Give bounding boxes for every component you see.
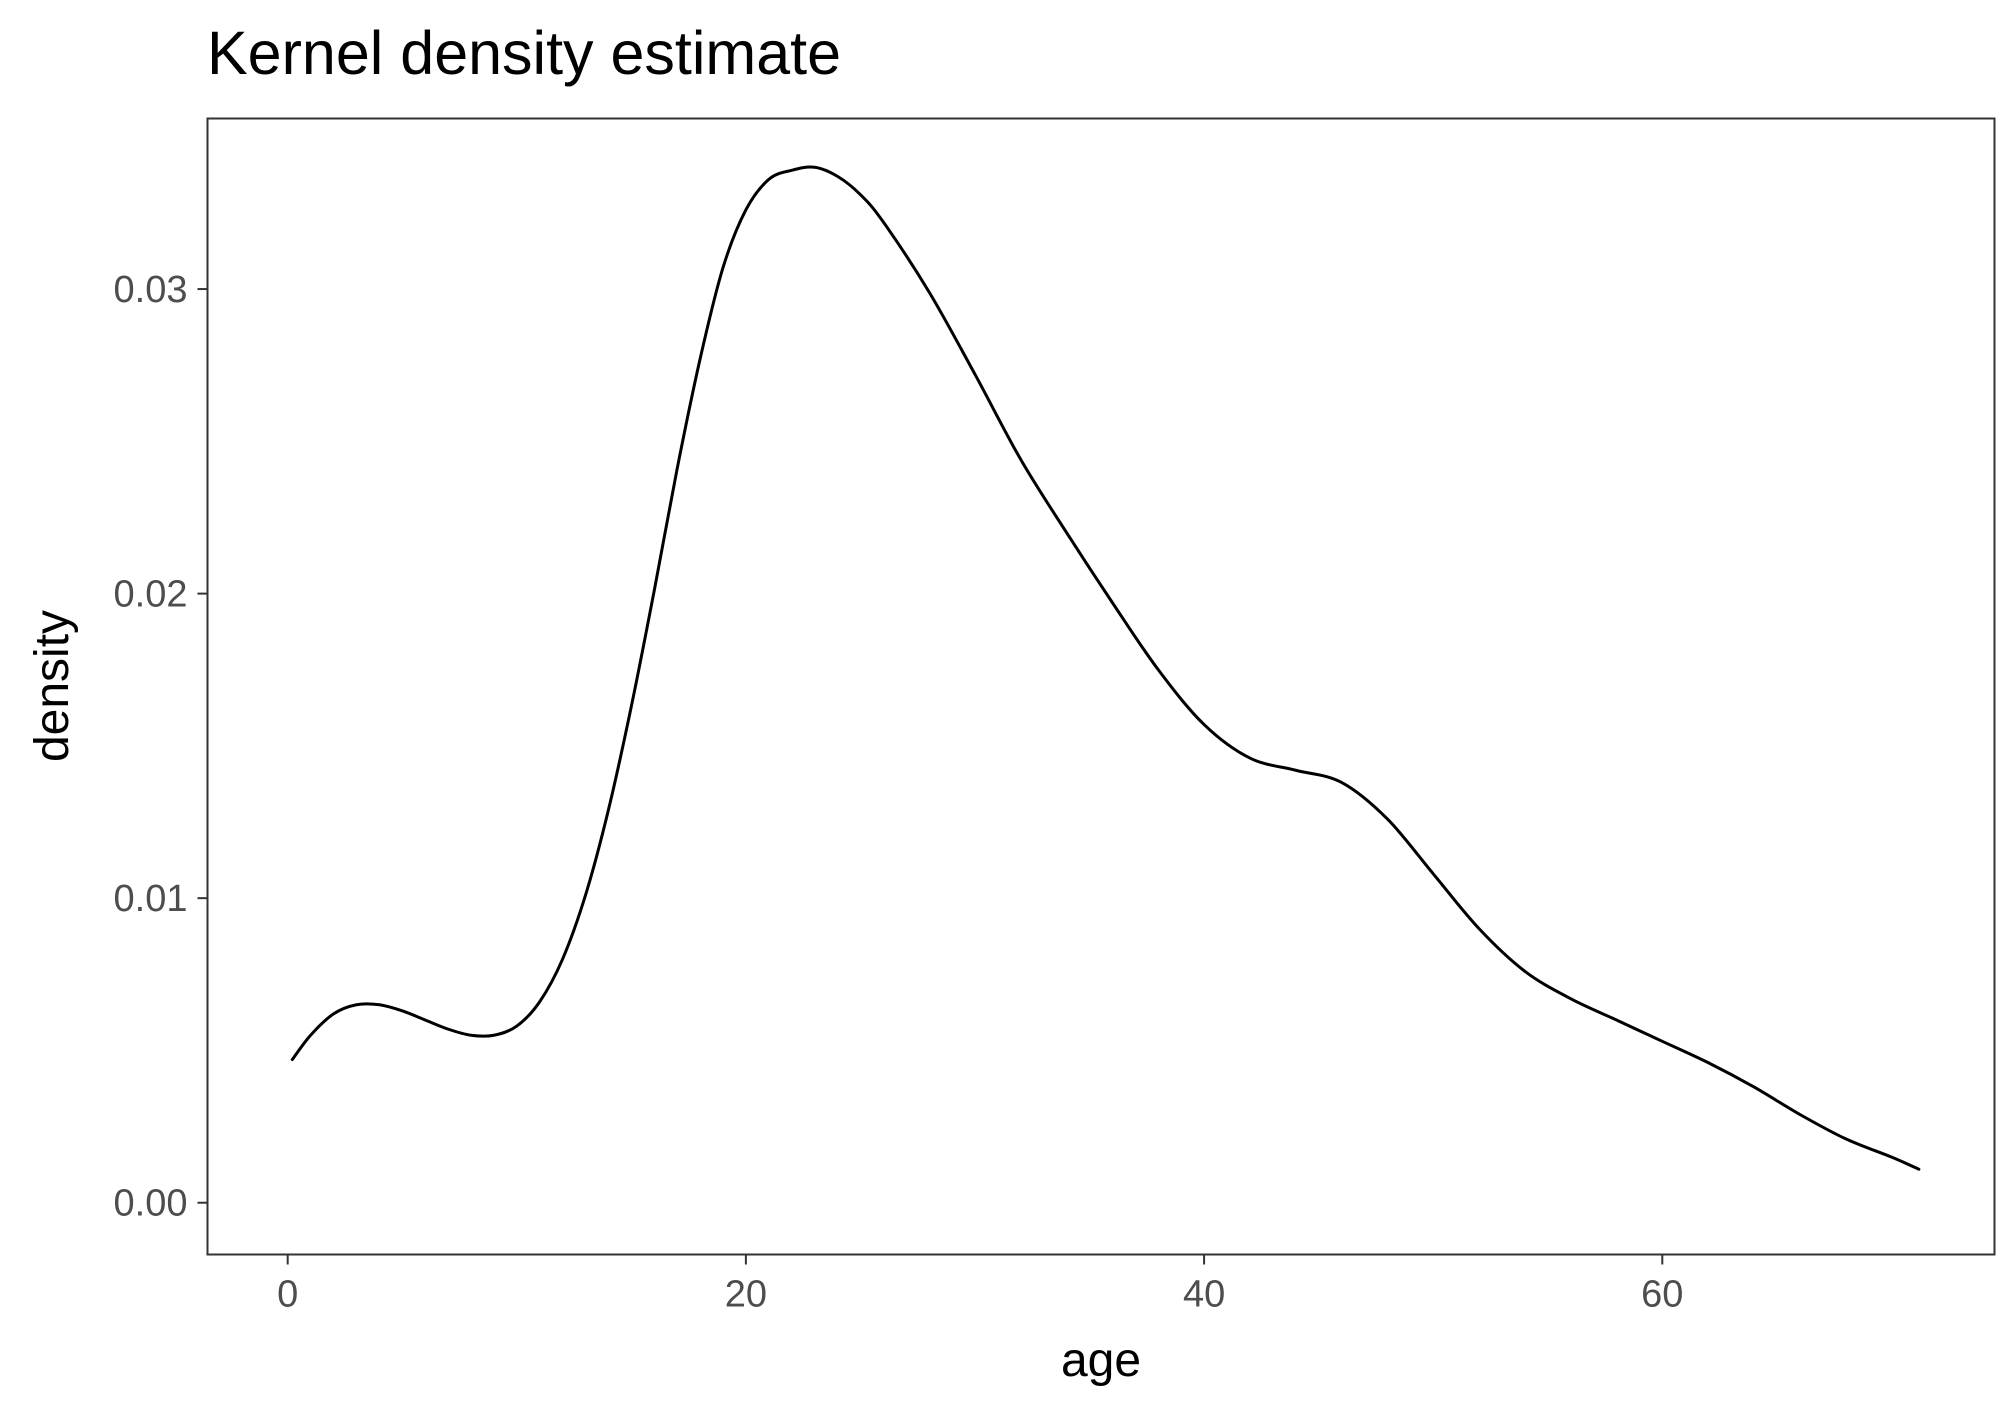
chart-title: Kernel density estimate [207, 19, 842, 87]
x-tick-label: 40 [1183, 1274, 1225, 1316]
y-tick-label: 0.03 [114, 269, 188, 311]
y-tick-label: 0.01 [114, 878, 188, 920]
x-tick-label: 60 [1641, 1274, 1683, 1316]
x-tick-label: 20 [725, 1274, 767, 1316]
y-tick-label: 0.00 [114, 1183, 188, 1225]
x-tick-label: 0 [277, 1274, 298, 1316]
x-axis: 0 20 40 60 [277, 1254, 1683, 1316]
density-line [290, 165, 1921, 1171]
x-axis-title: age [1061, 1334, 1141, 1387]
y-axis: 0.00 0.01 0.02 0.03 [114, 269, 208, 1225]
plot-panel [206, 117, 1996, 1256]
y-tick-label: 0.02 [114, 574, 188, 616]
y-axis-title: density [26, 610, 79, 762]
